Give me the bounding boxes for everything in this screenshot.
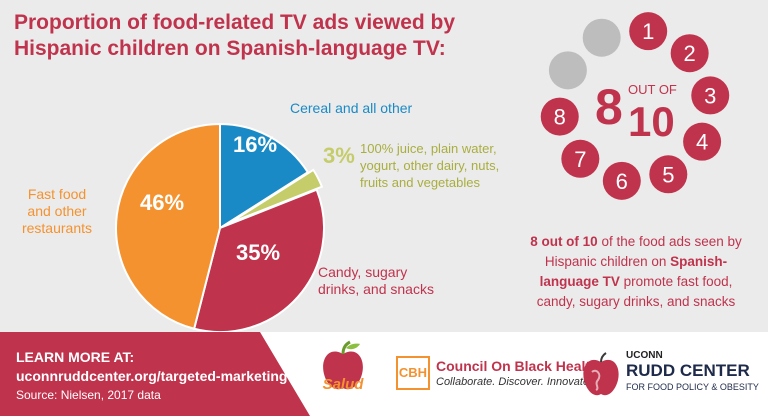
fast-line-2: and other	[27, 203, 87, 219]
cbh-logo: CBH Council On Black Health Collaborate.…	[396, 356, 599, 396]
slice-label-candy: 35%	[236, 240, 281, 265]
category-label-fast-food: Fast food and other restaurants	[16, 186, 98, 237]
category-label-cereal: Cereal and all other	[290, 100, 413, 116]
ring-circle-red	[670, 34, 709, 73]
globe-apple-icon	[583, 352, 619, 396]
slice-label-juice: 3%	[323, 143, 355, 168]
out-of-label: OUT OF	[628, 82, 677, 97]
message-highlight-2: Spanish-language TV	[539, 254, 728, 289]
ring-circle-grey	[582, 18, 621, 57]
ring-number: 1	[642, 19, 654, 44]
apple-icon	[323, 340, 363, 390]
rudd-center-wordmark: RUDD CENTER	[626, 361, 750, 380]
ring-circle-red	[629, 12, 668, 51]
juice-line-1: 100% juice, plain water,	[360, 141, 497, 156]
category-label-juice: 100% juice, plain water, yogurt, other d…	[360, 140, 499, 191]
footer-band	[0, 332, 310, 416]
message-text-2: promote fast food, candy, sugary drinks,…	[536, 274, 736, 309]
uconn-wordmark: UCONN	[626, 350, 663, 361]
chart-title: Proportion of food-related TV ads viewed…	[14, 11, 456, 60]
total-ten: 10	[628, 98, 675, 145]
salud-wordmark: Salud	[322, 376, 364, 393]
ring-number: 6	[616, 169, 628, 194]
pie-slice-fast-food	[115, 122, 221, 330]
juice-line-2: yogurt, other dairy, nuts,	[360, 158, 500, 173]
ring-circle-red	[602, 161, 641, 200]
ring-number: 2	[684, 41, 696, 66]
source-note: Source: Nielsen, 2017 data	[16, 388, 161, 402]
pie-slice-candy	[192, 188, 325, 333]
key-message: 8 out of 10 of the food ads seen by Hisp…	[520, 232, 752, 312]
fast-line-1: Fast food	[27, 186, 87, 202]
ring-circle-red	[540, 97, 579, 136]
eight-out-of-ten-graphic: 1 2 3 4 5 6 7 8 8 OUT OF 10	[535, 6, 735, 206]
slice-label-cereal: 16%	[233, 132, 278, 157]
cbh-tagline: Collaborate. Discover. Innovate.	[436, 376, 593, 388]
category-label-candy: Candy, sugary drinks, and snacks	[318, 264, 434, 298]
ring-number: 7	[574, 147, 586, 172]
salud-logo: Salud	[316, 340, 370, 406]
juice-line-3: fruits and vegetables	[360, 175, 480, 190]
learn-more-link[interactable]: uconnruddcenter.org/targeted-marketing	[16, 368, 288, 384]
slice-label-fast-food: 46%	[140, 190, 185, 215]
ring-circle-red	[561, 139, 600, 178]
cbh-mark: CBH	[396, 356, 430, 390]
pie-slice-cereal	[219, 122, 310, 230]
message-highlight-1: 8 out of 10	[530, 234, 598, 249]
ring-circle-grey	[548, 51, 587, 90]
fast-line-3: restaurants	[21, 220, 93, 236]
pie-slice-juice	[228, 168, 324, 225]
pie-chart-svg	[115, 122, 325, 333]
ring-number: 8	[554, 105, 566, 130]
candy-line-2: drinks, and snacks	[318, 281, 434, 297]
pie-chart	[100, 108, 340, 348]
ring-number: 4	[696, 130, 708, 155]
ring-circle-red	[649, 155, 688, 194]
ring-circle-red	[691, 76, 730, 115]
cbh-name: Council On Black Health	[436, 358, 599, 374]
ring-number: 5	[662, 162, 674, 187]
message-text-1: of the food ads seen by Hispanic childre…	[544, 234, 742, 269]
ring-number: 3	[704, 83, 716, 108]
ring-circle-red	[683, 122, 722, 161]
rudd-center-logo: UCONN RUDD CENTER FOR FOOD POLICY & OBES…	[580, 348, 760, 402]
rudd-center-subtitle: FOR FOOD POLICY & OBESITY	[626, 382, 759, 392]
learn-more-block: LEARN MORE AT: uconnruddcenter.org/targe…	[16, 348, 287, 405]
footer: LEARN MORE AT: uconnruddcenter.org/targe…	[0, 332, 768, 416]
learn-more-heading: LEARN MORE AT:	[16, 349, 135, 365]
big-number-eight: 8	[595, 79, 623, 135]
candy-line-1: Candy, sugary	[318, 264, 408, 280]
